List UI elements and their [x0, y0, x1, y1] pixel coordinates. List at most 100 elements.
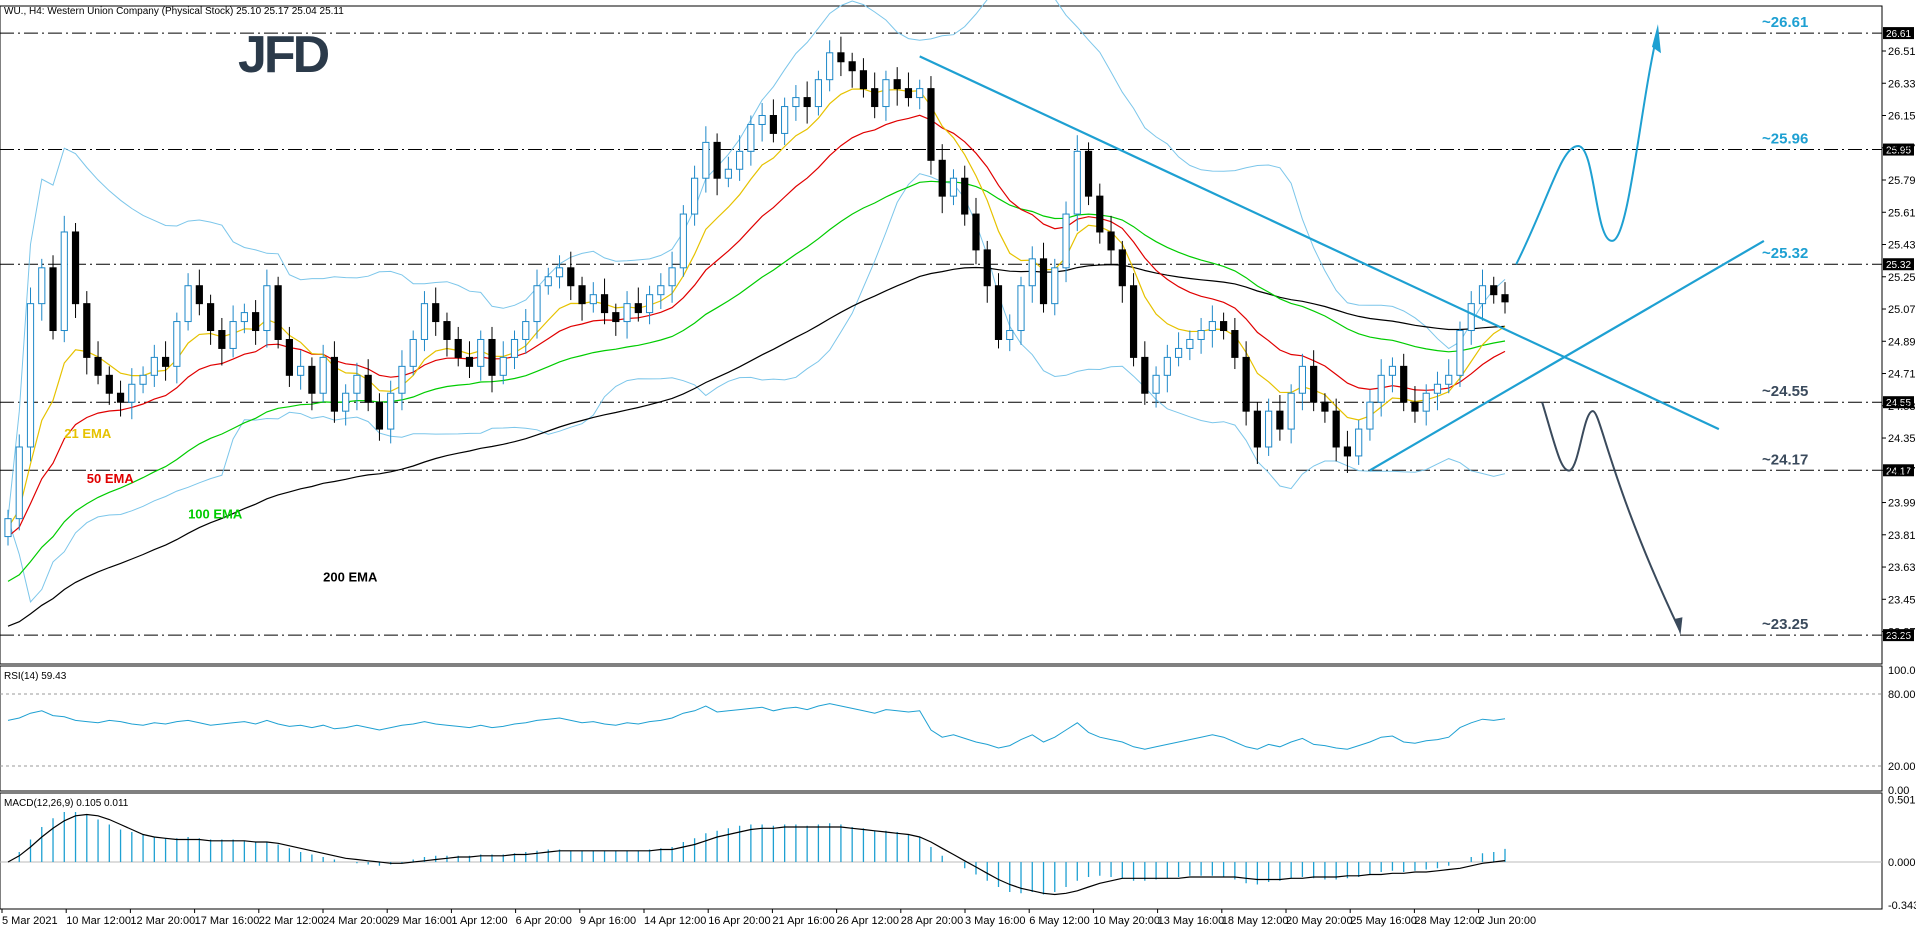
time-tick-label: 18 May 12:00: [1222, 915, 1289, 927]
time-tick-label: 29 Mar 16:00: [387, 915, 452, 927]
candle-body: [702, 141, 710, 179]
candle-body: [736, 150, 744, 170]
candle-body: [218, 330, 226, 349]
candle-body: [454, 338, 462, 358]
candle-body: [139, 374, 147, 385]
price-tick-label: 24.17: [1888, 465, 1916, 477]
candle-body: [848, 61, 856, 72]
macd-axis: 0.501 0.000 -0.343: [1888, 794, 1916, 912]
candle-body: [263, 285, 271, 332]
candle-body: [274, 285, 282, 340]
candle-body: [1388, 365, 1397, 376]
candle-body: [645, 294, 654, 314]
price-tick-label: 25.25: [1888, 272, 1916, 284]
ema-label: 21 EMA: [64, 426, 112, 441]
candle-body: [1141, 356, 1149, 394]
candle-body: [26, 303, 35, 448]
ema-label: 200 EMA: [323, 569, 378, 584]
uptrend-line: [1369, 239, 1765, 472]
candle-body: [353, 374, 361, 394]
candle-body: [1197, 330, 1205, 340]
candle-body: [1501, 294, 1509, 303]
downtrend-line: [919, 55, 1720, 431]
candle-body: [871, 88, 879, 108]
candle-body: [330, 356, 339, 412]
candle-body: [83, 303, 91, 358]
candle-body: [1445, 374, 1453, 385]
levels-layer: ~26.61 26.61 ~25.96 25.95 ~25.32 25.32 ~24.55 2…: [0, 14, 1914, 642]
candle-body: [477, 338, 485, 367]
level-price-marker-label: 25.95: [1886, 146, 1911, 157]
candle-body: [1366, 401, 1374, 430]
candle-body: [1186, 338, 1194, 349]
time-tick-label: 6 Apr 20:00: [516, 915, 572, 927]
candle-body: [1298, 365, 1306, 394]
level-label: ~23.25: [1762, 616, 1808, 633]
candle-body: [1321, 401, 1329, 412]
level-price-marker: [1883, 27, 1914, 40]
candle-body: [916, 88, 924, 99]
candle-body: [465, 356, 474, 367]
candle-body: [4, 518, 12, 538]
candle-body: [364, 374, 372, 403]
level-price-marker-label: 24.17: [1886, 466, 1911, 477]
time-tick-label: 2 Jun 20:00: [1479, 915, 1537, 927]
candle-body: [1467, 303, 1475, 332]
candle-body: [1490, 285, 1498, 296]
level-label: ~26.61: [1762, 14, 1808, 31]
candle-body: [961, 177, 969, 215]
ema-label: 50 EMA: [87, 471, 135, 486]
candle-body: [1400, 365, 1408, 403]
candle-body: [184, 285, 192, 323]
time-tick-label: 16 Apr 20:00: [708, 915, 770, 927]
time-tick-label: 12 Mar 20:00: [130, 915, 195, 927]
time-tick-label: 28 Apr 20:00: [901, 915, 963, 927]
time-tick-label: 1 Apr 12:00: [451, 915, 507, 927]
candle-body: [600, 294, 609, 314]
candle-body: [1028, 258, 1036, 287]
candle-body: [49, 267, 57, 332]
time-tick-label: 26 Apr 12:00: [837, 915, 899, 927]
candle-body: [116, 392, 125, 403]
rsi-axis: 100.00 80.00 20.00 0.00: [1888, 665, 1916, 797]
rsi-tick-label: 0.00: [1888, 785, 1909, 797]
candle-body: [837, 52, 845, 63]
level-price-marker-label: 26.61: [1886, 29, 1911, 40]
price-panel: WU., H4: Western Union Company (Physical…: [0, 0, 1916, 665]
candle-body: [432, 303, 440, 323]
candle-body: [1118, 249, 1126, 287]
price-tick-label: 25.79: [1888, 175, 1916, 187]
candle-body: [375, 401, 384, 430]
candle-body: [1084, 150, 1093, 197]
price-tick-label: 26.33: [1888, 78, 1916, 90]
candle-body: [826, 52, 834, 81]
candle-body: [949, 177, 958, 197]
candle-body: [71, 231, 80, 305]
candle-body: [94, 356, 102, 376]
level-price-marker: [1883, 258, 1914, 271]
candle-body: [510, 338, 519, 358]
time-tick-label: 20 May 20:00: [1286, 915, 1353, 927]
candle-body: [522, 321, 530, 340]
time-tick-label: 13 May 16:00: [1158, 915, 1225, 927]
rsi-tick-label: 80.00: [1888, 689, 1916, 701]
candle-body: [409, 338, 417, 367]
level-label: ~25.32: [1762, 245, 1808, 262]
candle-body: [1276, 410, 1284, 430]
rsi-panel-border: [0, 665, 1883, 792]
macd-tick-label: 0.501: [1888, 794, 1916, 806]
candle-body: [1017, 285, 1025, 332]
rsi-line: [0, 693, 1882, 767]
level-price-marker: [1883, 464, 1914, 477]
macd-tick-label: -0.343: [1888, 900, 1916, 912]
candle-body: [1287, 392, 1295, 430]
macd-panel: MACD(12,26,9) 0.105 0.011 0.501 0.000 -0.3…: [0, 792, 1916, 912]
candle-body: [972, 213, 980, 251]
price-tick-label: 24.71: [1888, 369, 1916, 381]
candle-body: [792, 97, 800, 108]
bollinger-bands: [7, 0, 1506, 603]
rsi-panel: RSI(14) 59.43 100.00 80.00 20.00 0.00: [0, 665, 1916, 797]
candle-body: [859, 70, 868, 90]
candle-body: [938, 159, 946, 197]
